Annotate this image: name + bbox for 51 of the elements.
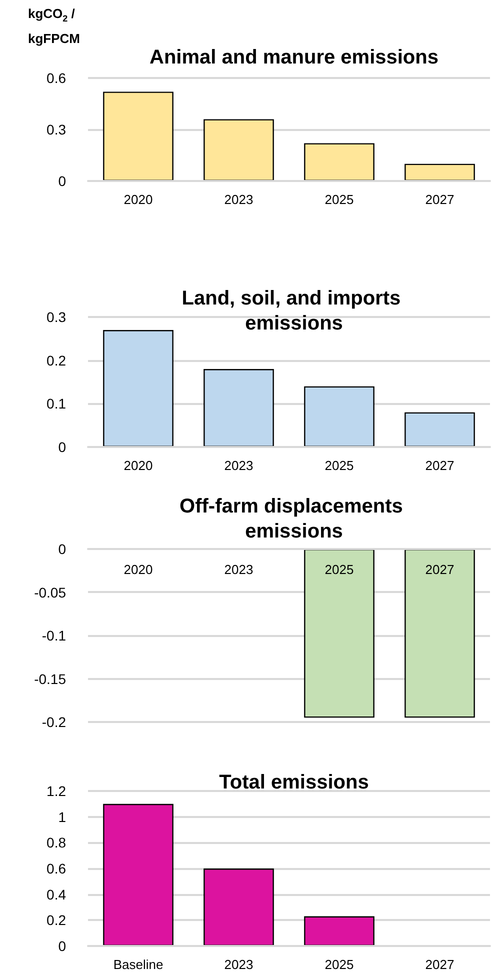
bar	[204, 119, 274, 181]
x-tick-label: 2023	[224, 458, 254, 473]
y-tick-label: 0.8	[46, 834, 66, 851]
y-axis-title: kgCO$_{2}$ / kgFPCM	[28, 5, 80, 48]
y-tick-label: 0.6	[46, 70, 66, 86]
x-tick-label: 2027	[425, 192, 454, 207]
y-tick-label: 0	[58, 938, 66, 954]
x-tick-label: 2020	[124, 562, 153, 577]
bar	[304, 143, 374, 181]
x-tick-label: 2025	[324, 192, 354, 207]
bar	[103, 92, 174, 181]
y-tick-label: -0.1	[42, 628, 66, 644]
x-tick-label: 2027	[425, 458, 454, 473]
y-tick-label: 0	[58, 173, 66, 189]
y-tick-label: -0.05	[34, 584, 66, 600]
y-tick-label: -0.2	[42, 714, 66, 730]
chart-title: Land, soil, and imports emissions	[182, 288, 406, 334]
chart-title: Off-farm displacements emissions	[180, 496, 408, 542]
y-tick-label: 0	[58, 439, 66, 455]
y-tick-label: 0.2	[46, 912, 66, 928]
y-tick-label: 0	[58, 541, 66, 557]
x-tick-label: Baseline	[113, 957, 164, 972]
x-tick-label: 2020	[124, 192, 153, 207]
x-tick-label: 2025	[324, 957, 354, 972]
chart-title: Total emissions	[219, 772, 369, 794]
bar	[404, 164, 475, 181]
y-tick-label: 0.3	[46, 122, 66, 138]
x-tick-label: 2025	[324, 562, 354, 577]
bar	[103, 330, 174, 447]
x-tick-label: 2023	[224, 562, 254, 577]
bar	[204, 868, 274, 946]
x-tick-label: 2020	[124, 458, 153, 473]
y-tick-label: 1	[58, 808, 66, 825]
y-tick-label: -0.15	[34, 670, 66, 687]
bar	[404, 412, 475, 447]
y-tick-label: 0.3	[46, 309, 66, 325]
bar	[204, 369, 274, 447]
chart-title: Animal and manure emissions	[150, 46, 438, 68]
x-tick-label: 2023	[224, 957, 254, 972]
bar	[103, 804, 174, 946]
y-tick-label: 0.2	[46, 352, 66, 368]
x-tick-label: 2027	[425, 957, 454, 972]
bar	[304, 386, 374, 447]
y-tick-label: 0.4	[46, 886, 66, 902]
x-tick-label: 2023	[224, 192, 254, 207]
y-tick-label: 1.2	[46, 783, 66, 799]
x-tick-label: 2025	[324, 458, 354, 473]
y-tick-label: 0.1	[46, 396, 66, 412]
x-tick-label: 2027	[425, 562, 454, 577]
bar	[304, 916, 374, 946]
y-tick-label: 0.6	[46, 860, 66, 876]
